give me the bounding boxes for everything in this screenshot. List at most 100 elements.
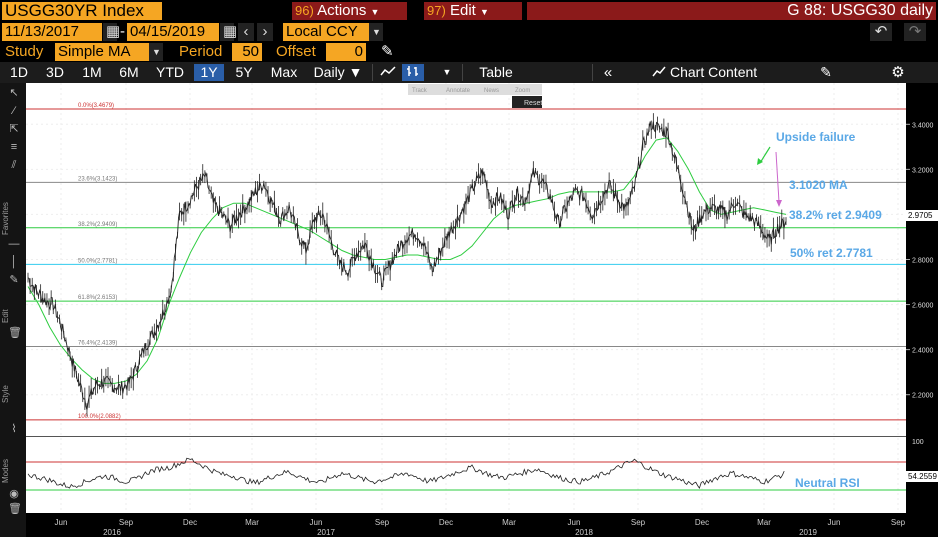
year-label: 2018 (575, 528, 593, 537)
news-tool[interactable]: News (484, 88, 499, 94)
neutral-rsi-label: Neutral RSI (795, 476, 860, 490)
channel-tool-icon[interactable]: ⫽ (11, 159, 17, 171)
x-tick-label: Jun (310, 518, 323, 527)
last-price-label: 2.9705 (908, 211, 933, 220)
start-date-field[interactable]: 11/13/2017 (2, 23, 102, 41)
offset-field[interactable]: 0 (326, 43, 366, 61)
caret-down-icon[interactable]: ▼ (369, 23, 383, 41)
year-label: 2016 (103, 528, 121, 537)
study-label: Study (5, 43, 44, 60)
pen-icon[interactable]: ✎ (9, 274, 19, 286)
reset-button[interactable] (512, 96, 542, 108)
x-tick-label: Sep (631, 518, 646, 527)
price-series (27, 113, 787, 417)
frequency-select[interactable]: Daily ▼ (313, 64, 363, 80)
table-button[interactable]: Table (479, 64, 513, 80)
end-date-field[interactable]: 04/15/2019 (127, 23, 219, 41)
bar-chart-icon[interactable] (402, 64, 424, 81)
period-1m[interactable]: 1M (82, 64, 102, 80)
chart-content-button[interactable]: Chart Content (670, 64, 758, 80)
study-row: Study Simple MA ▼ Period 50 Offset 0 ✎ (0, 42, 938, 62)
x-tick-label: Jun (828, 518, 841, 527)
brush-icon[interactable]: ⌇ (11, 423, 17, 435)
x-tick-label: Sep (119, 518, 134, 527)
period-label: Period (179, 43, 223, 60)
x-tick-label: Dec (183, 518, 197, 527)
modes-icon[interactable]: ◉ (9, 488, 19, 500)
period-5y[interactable]: 5Y (235, 64, 253, 80)
track-tool[interactable]: Track (412, 88, 428, 94)
offset-label: Offset (276, 43, 316, 60)
zoom-tool[interactable]: Zoom (515, 88, 530, 94)
next-arrow-icon[interactable]: › (257, 23, 273, 41)
period-3d[interactable]: 3D (46, 64, 64, 80)
undo-icon[interactable]: ↶ (870, 23, 892, 41)
period-1d[interactable]: 1D (10, 64, 28, 80)
ret50-label: 50% ret 2.7781 (790, 246, 873, 260)
period-max[interactable]: Max (270, 64, 298, 80)
x-tick-label: Mar (502, 518, 516, 527)
x-axis-bg (26, 513, 906, 537)
upside-arrow (759, 146, 771, 164)
collapse-icon[interactable]: « (603, 64, 613, 81)
failure-arrow (775, 151, 780, 203)
period-field[interactable]: 50 (232, 43, 262, 61)
period-1y[interactable]: 1Y (194, 64, 224, 81)
caret-down-icon[interactable]: ▼ (442, 67, 452, 77)
moving-average (27, 137, 787, 384)
caret-down-icon[interactable]: ▼ (149, 43, 163, 61)
annotations: Upside failure 3.1020 MA 38.2% ret 2.940… (776, 130, 882, 490)
reset-label: Reset (524, 100, 542, 107)
fib-tool-icon[interactable]: ≡ (10, 141, 18, 153)
edit-chart-icon[interactable]: ✎ (820, 64, 832, 80)
horizontal-line-icon[interactable]: — (8, 238, 20, 250)
calendar-icon[interactable]: ▦ (103, 23, 120, 41)
x-tick-label: Jun (568, 518, 581, 527)
edit-menu[interactable]: 97) Edit ▼ (424, 2, 522, 20)
caret-down-icon: ▼ (370, 7, 380, 17)
calendar-icon[interactable]: ▦ (220, 23, 237, 41)
trend-tool-icon[interactable]: ⇱ (9, 123, 19, 135)
annotate-tool[interactable]: Annotate (446, 88, 471, 94)
prev-arrow-icon[interactable]: ‹ (238, 23, 254, 41)
pencil-icon[interactable]: ✎ (381, 43, 394, 60)
grid (26, 83, 906, 513)
ma-value-label: 3.1020 MA (789, 178, 848, 192)
fib-label: 76.4%(2.4139) (78, 340, 117, 346)
chart-toolbar: 1D 3D 1M 6M YTD 1Y 5Y Max Daily ▼ ▼ Tabl… (0, 62, 938, 83)
period-6m[interactable]: 6M (119, 64, 139, 80)
rsi-line (27, 457, 785, 489)
vertical-line-icon[interactable]: │ (10, 256, 18, 268)
settings-gear-icon[interactable]: ⚙ (891, 64, 905, 81)
rsi-panel-bg (26, 437, 906, 513)
fib-label: 61.8%(2.6153) (78, 295, 117, 301)
cursor-icon[interactable]: ↖ (9, 87, 19, 99)
line-chart-icon[interactable] (377, 64, 399, 81)
title-bar: USGG30YR Index 96) Actions ▼ 97) Edit ▼ … (0, 0, 938, 22)
fib-label: 50.0%(2.7781) (78, 258, 117, 264)
period-ytd[interactable]: YTD (156, 64, 184, 80)
redo-icon[interactable]: ↷ (904, 23, 926, 41)
actions-label: Actions (317, 2, 367, 19)
y-tick-label: 2.6000 (912, 303, 934, 310)
currency-select[interactable]: Local CCY (283, 23, 369, 41)
draw-line-icon[interactable]: ∕ (13, 105, 15, 117)
x-tick-label: Jun (55, 518, 68, 527)
ticker-field[interactable]: USGG30YR Index (2, 2, 162, 20)
y-tick-label: 2.8000 (912, 258, 934, 265)
caret-down-icon: ▼ (480, 7, 489, 17)
actions-menu[interactable]: 96) Actions ▼ (292, 2, 407, 20)
fib-label: 23.6%(3.1423) (78, 176, 117, 182)
chart-content-icon (650, 64, 668, 81)
x-tick-label: Mar (245, 518, 259, 527)
delete-icon[interactable]: 🗑 (8, 327, 22, 339)
x-tick-label: Mar (757, 518, 771, 527)
x-tick-label: Sep (891, 518, 906, 527)
failure-arrow-head (776, 200, 782, 207)
year-label: 2019 (799, 528, 817, 537)
trash-icon[interactable]: 🗑 (8, 503, 22, 515)
axis-bg (906, 83, 938, 513)
study-select[interactable]: Simple MA (55, 43, 149, 61)
edit-num: 97) (427, 3, 446, 18)
